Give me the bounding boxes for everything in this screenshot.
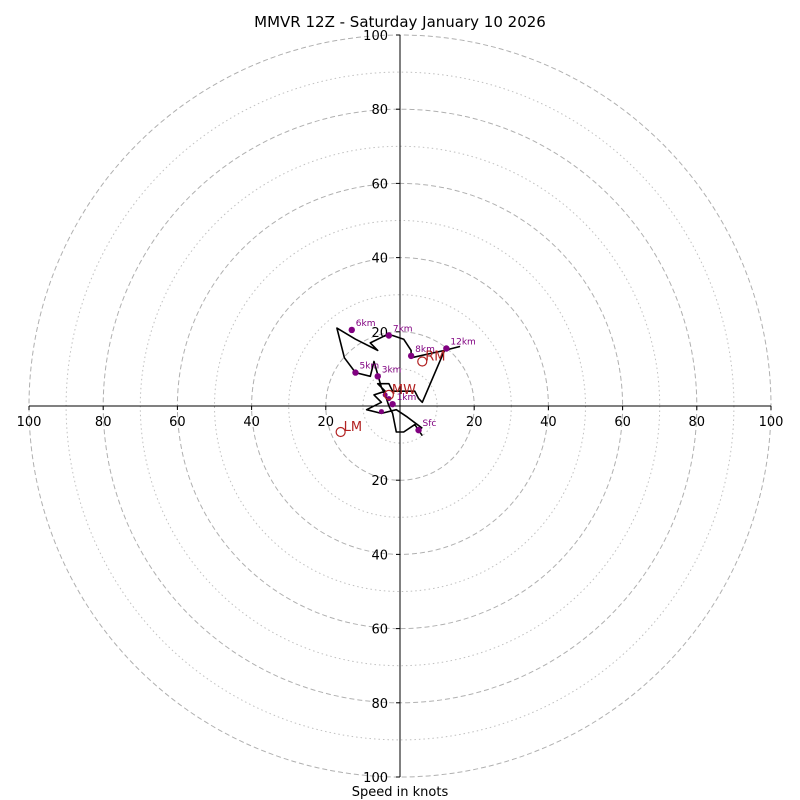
x-tick-label: 20: [318, 415, 335, 430]
height-label-7km: 7km: [393, 325, 413, 335]
height-marker-1km: [389, 400, 396, 408]
x-tick-label: 80: [95, 415, 112, 430]
y-tick-label: 60: [371, 177, 388, 192]
height-label-8km: 8km: [415, 345, 435, 355]
x-tick-label: 100: [17, 415, 42, 430]
height-marker-5km: [352, 369, 359, 376]
y-tick-label: 100: [363, 771, 388, 786]
y-tick-label: 20: [371, 474, 388, 489]
height-label-12km: 12km: [450, 337, 475, 347]
height-marker-3km: [374, 373, 381, 380]
storm-motion-markers: RM LM MW: [335, 349, 446, 438]
storm-motion-label-lm: LM: [344, 420, 362, 435]
height-marker-6km: [348, 326, 355, 334]
height-label-3km: 3km: [382, 365, 402, 375]
hodograph-trace: [336, 327, 461, 437]
height-marker-12km: [443, 345, 450, 352]
height-marker-7km: [385, 332, 393, 339]
x-tick-label: 40: [243, 415, 260, 430]
trace-point: [386, 396, 392, 402]
axes: [29, 35, 771, 777]
y-tick-label: 80: [371, 103, 388, 118]
tick-labels: 100 80 60 40 20 20 40 60 80 100100806040202040608…: [17, 29, 784, 786]
height-marker-8km: [407, 352, 415, 360]
y-tick-label: 100: [363, 29, 388, 44]
height-label-5km: 5km: [359, 362, 379, 372]
height-label-6km: 6km: [356, 319, 376, 329]
height-label-1km: 1km: [397, 393, 417, 403]
storm-motion-marker-rm: [417, 356, 428, 367]
y-tick-label: 60: [371, 623, 388, 638]
y-tick-label: 80: [371, 697, 388, 712]
storm-motion-marker-lm: [335, 426, 346, 438]
height-label-Sfc: Sfc: [423, 419, 437, 429]
x-axis-label: Speed in knots: [352, 785, 449, 800]
storm-motion-marker-mw: [383, 389, 394, 400]
y-tick-label: 40: [371, 548, 388, 563]
x-tick-label: 40: [540, 415, 557, 430]
trace-point: [378, 409, 384, 415]
chart-title: MMVR 12Z - Saturday January 10 2026: [254, 13, 546, 31]
trace-point: [382, 392, 388, 398]
x-tick-label: 60: [614, 415, 631, 430]
storm-motion-label-mw: MW: [392, 383, 416, 398]
x-tick-label: 20: [466, 415, 483, 430]
x-tick-label: 100: [759, 415, 784, 430]
storm-motion-label-rm: RM: [425, 349, 445, 364]
x-tick-label: 80: [689, 415, 706, 430]
y-tick-label: 40: [371, 252, 388, 267]
hodograph-line: [336, 327, 461, 437]
height-marker-Sfc: [415, 426, 422, 434]
x-tick-label: 60: [169, 415, 186, 430]
